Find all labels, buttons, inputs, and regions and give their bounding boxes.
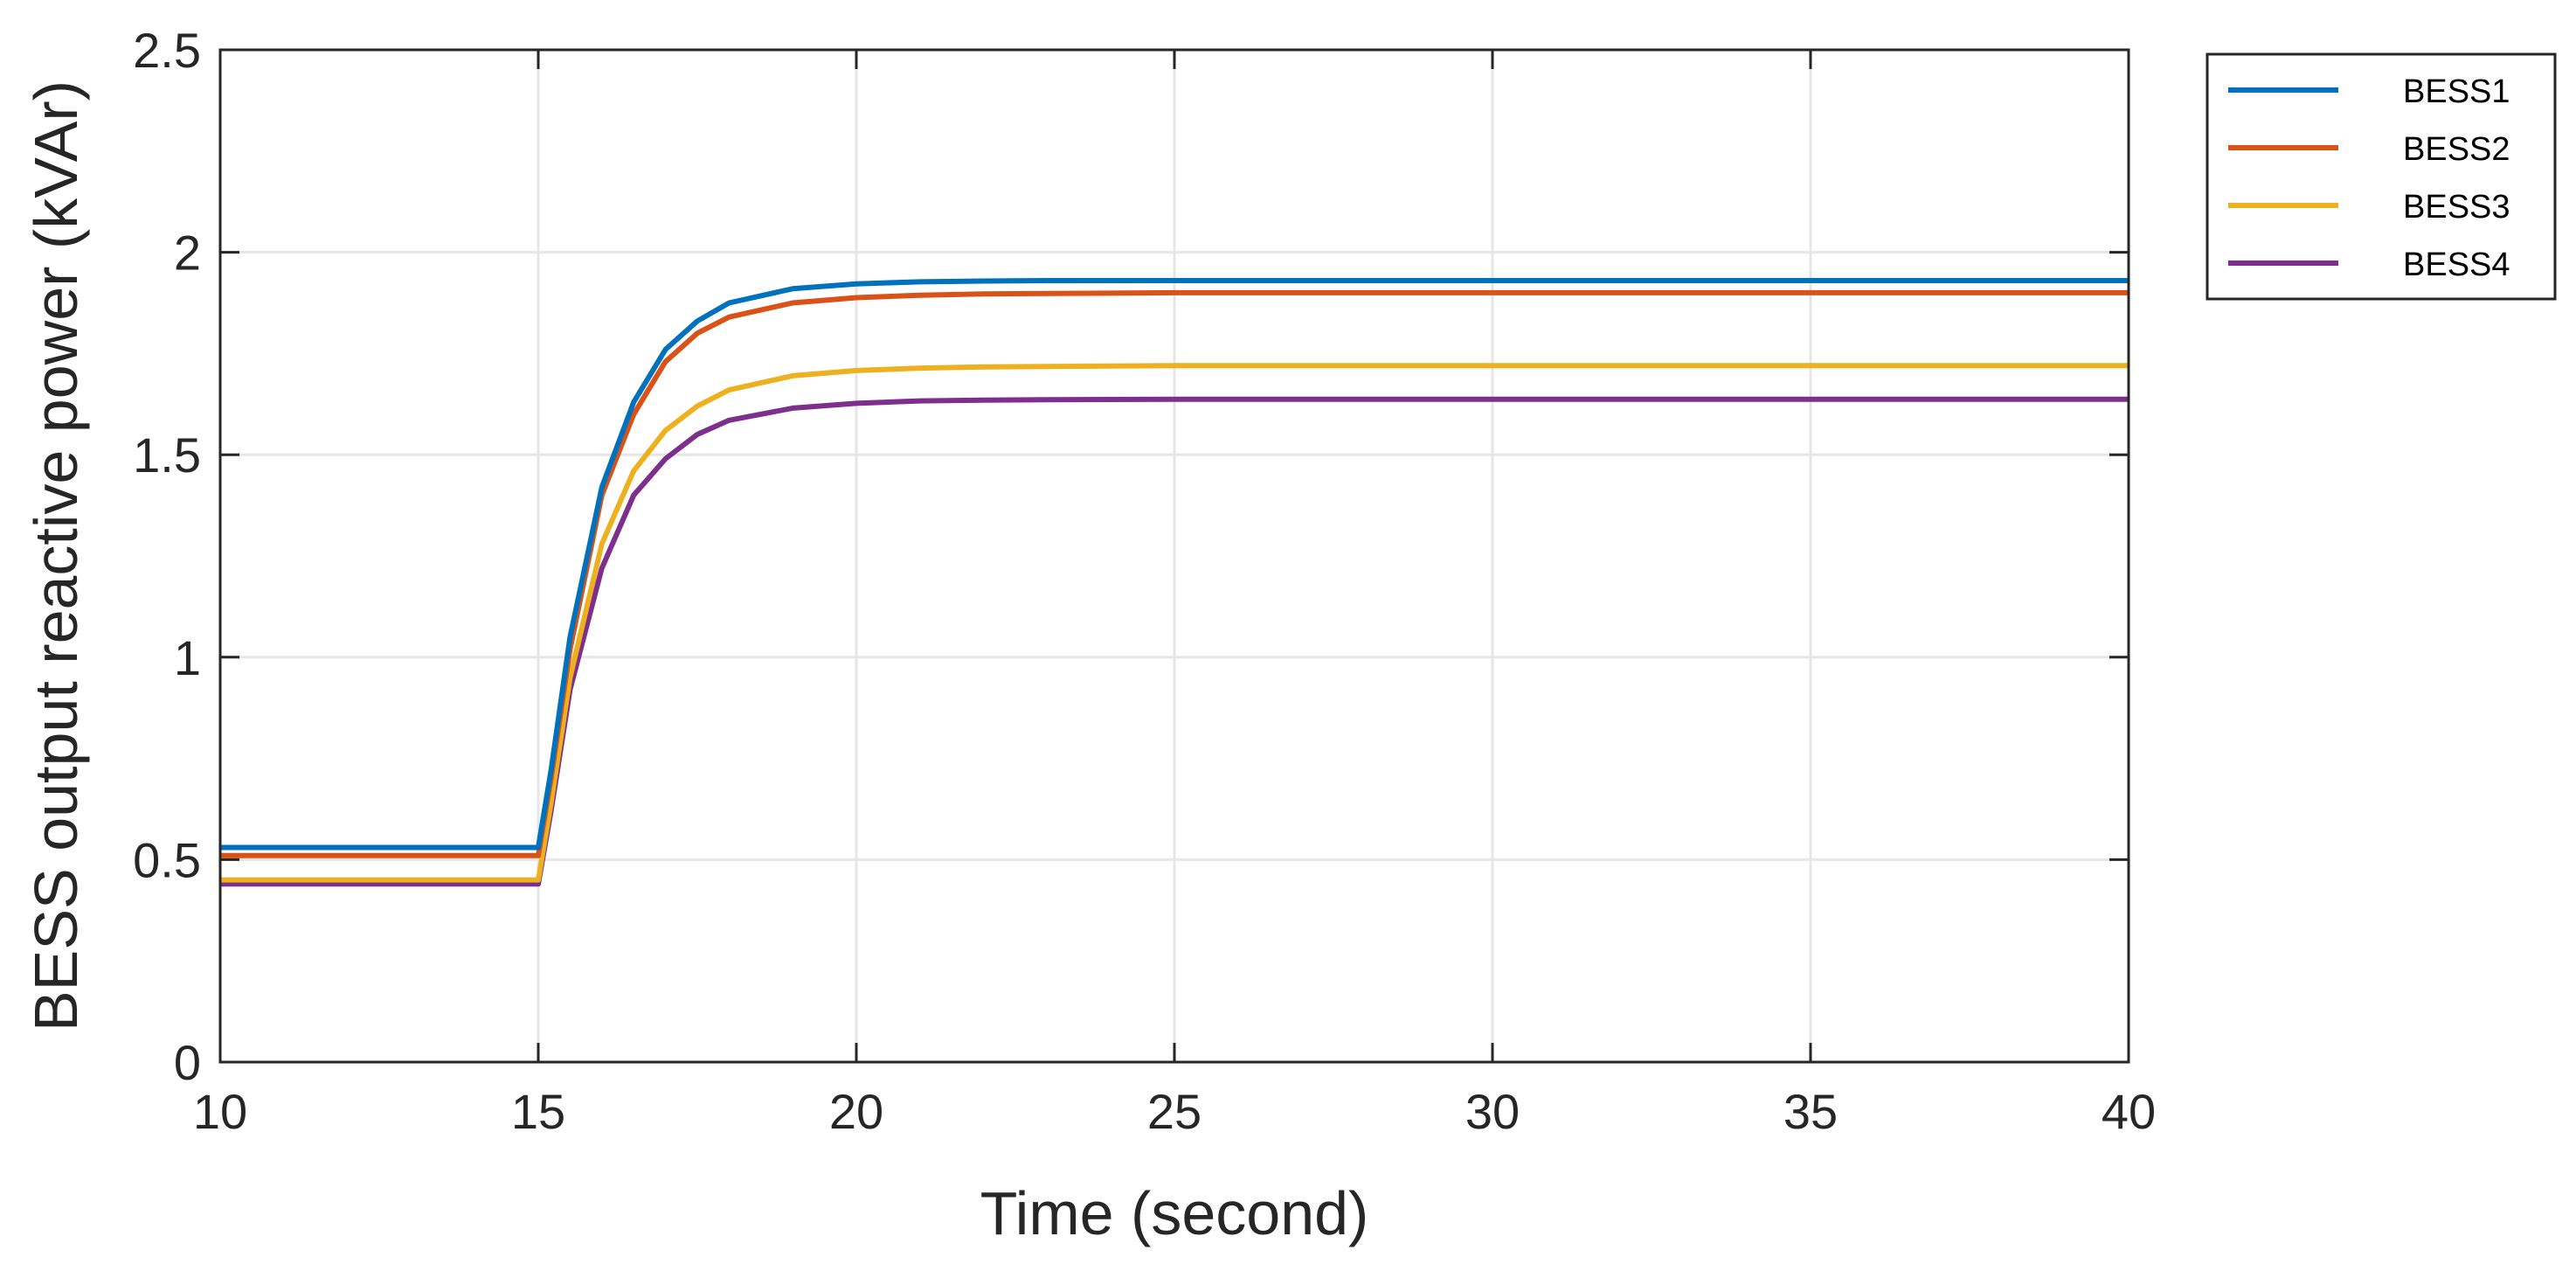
legend-box (2206, 52, 2557, 301)
legend-label-bess1: BESS1 (2403, 73, 2510, 110)
y-tick-label: 2 (174, 226, 201, 281)
y-tick-label: 1 (174, 630, 201, 685)
x-tick-label: 35 (1783, 1084, 1838, 1139)
plot-area: 10 15 20 25 30 35 40 0 0.5 1 1.5 2 2.5 Time (second) B… (22, 23, 2156, 1247)
x-tick-label: 30 (1465, 1084, 1520, 1139)
y-tick-label: 0.5 (133, 832, 201, 887)
x-tick-label: 10 (193, 1084, 247, 1139)
y-tick-label: 2.5 (133, 23, 201, 78)
y-tick-label: 0 (174, 1035, 201, 1090)
legend-label-bess4: BESS4 (2403, 247, 2510, 283)
y-axis-title: BESS output reactive power (kVAr) (22, 80, 90, 1031)
legend-label-bess3: BESS3 (2403, 189, 2510, 226)
x-tick-label: 40 (2102, 1084, 2156, 1139)
series-line-bess1 (220, 278, 2129, 851)
series-line-bess3 (220, 363, 2129, 883)
x-tick-label: 15 (511, 1084, 565, 1139)
x-tick-label: 20 (829, 1084, 883, 1139)
legend: BESS1 BESS2 BESS3 BESS4 (2206, 52, 2557, 301)
x-axis-title: Time (second) (980, 1179, 1369, 1247)
y-tick-label: 1.5 (133, 427, 201, 483)
legend-label-bess2: BESS2 (2403, 131, 2510, 168)
x-tick-label: 25 (1147, 1084, 1201, 1139)
